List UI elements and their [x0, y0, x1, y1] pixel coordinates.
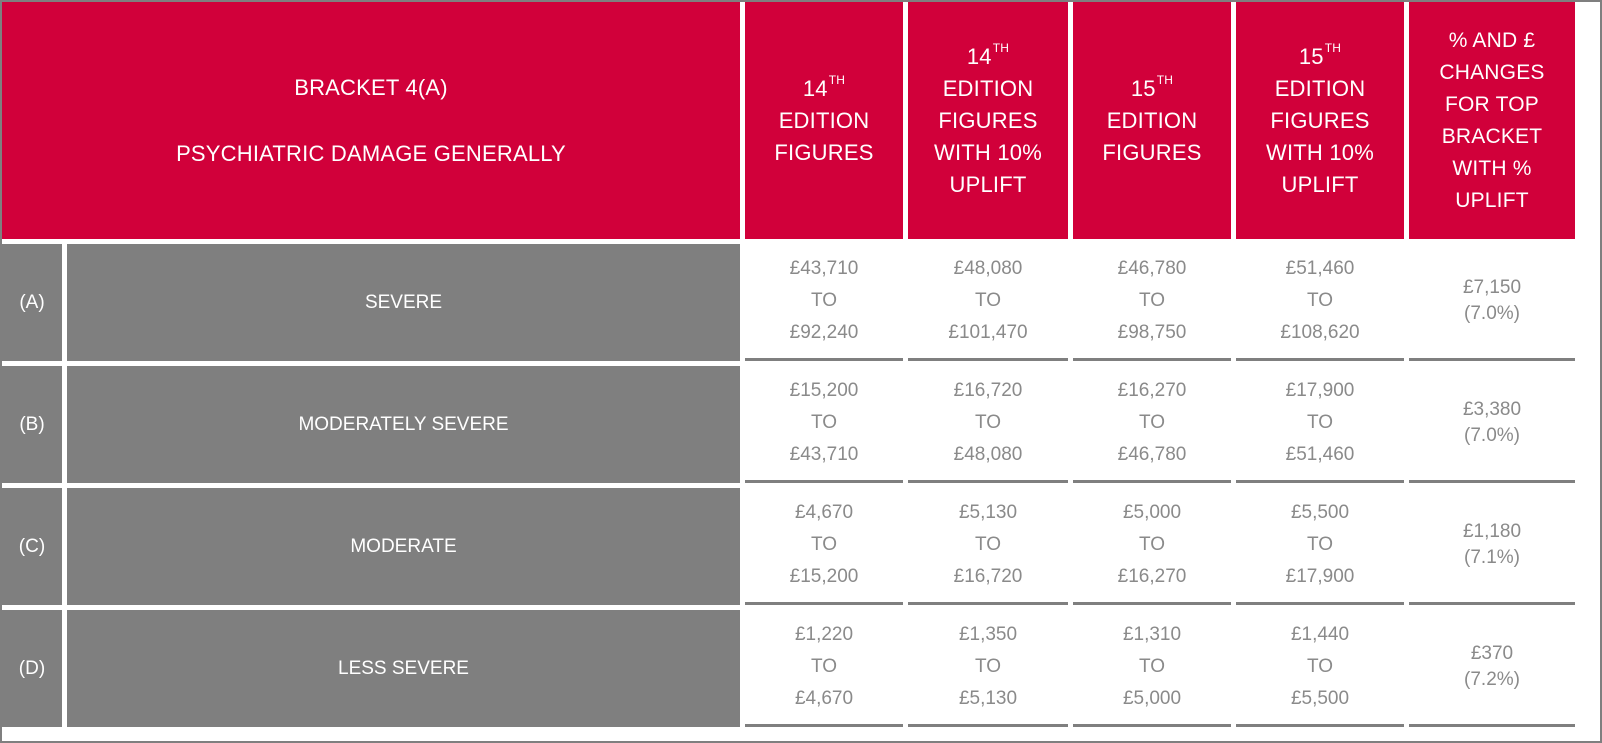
row-letter: (D)	[2, 610, 62, 727]
row-letter: (C)	[2, 488, 62, 605]
col-header-changes: % AND £ CHANGES FOR TOP BRACKET WITH % U…	[1409, 2, 1575, 239]
range-cell: £51,460 TO £108,620	[1236, 244, 1404, 361]
col-header-line: CHANGES	[1439, 60, 1545, 84]
change-cell: £1,180 (7.1%)	[1409, 488, 1575, 605]
col-header-line: UPLIFT	[1455, 188, 1529, 212]
range-cell: £48,080 TO £101,470	[908, 244, 1068, 361]
col-header-edition-number: 15TH	[1130, 73, 1174, 101]
col-header-15th-uplift: 15TH EDITION FIGURES WITH 10% UPLIFT	[1236, 2, 1404, 239]
row-label: MODERATE	[67, 488, 740, 605]
col-header-edition-number: 15TH	[1298, 41, 1342, 69]
range-cell: £4,670 TO £15,200	[745, 488, 903, 605]
range-cell: £15,200 TO £43,710	[745, 366, 903, 483]
col-header-line: WITH %	[1452, 156, 1532, 180]
range-cell: £16,270 TO £46,780	[1073, 366, 1231, 483]
row-label: MODERATELY SEVERE	[67, 366, 740, 483]
range-cell: £5,500 TO £17,900	[1236, 488, 1404, 605]
bracket-subtitle: PSYCHIATRIC DAMAGE GENERALLY	[176, 140, 566, 166]
row-label: LESS SEVERE	[67, 610, 740, 727]
col-header-line: EDITION	[942, 75, 1034, 101]
range-cell: £1,440 TO £5,500	[1236, 610, 1404, 727]
col-header-edition-number: 14TH	[802, 73, 846, 101]
change-cell: £7,150 (7.0%)	[1409, 244, 1575, 361]
range-cell: £5,130 TO £16,720	[908, 488, 1068, 605]
row-letter: (B)	[2, 366, 62, 483]
col-header-line: FIGURES	[1102, 139, 1202, 165]
col-header-line: UPLIFT	[949, 171, 1027, 197]
col-header-line: EDITION	[1106, 107, 1198, 133]
range-cell: £1,310 TO £5,000	[1073, 610, 1231, 727]
bracket-header: BRACKET 4(A) PSYCHIATRIC DAMAGE GENERALL…	[2, 2, 740, 239]
row-label: SEVERE	[67, 244, 740, 361]
range-cell: £17,900 TO £51,460	[1236, 366, 1404, 483]
range-cell: £1,350 TO £5,130	[908, 610, 1068, 727]
col-header-line: FIGURES	[774, 139, 874, 165]
col-header-line: % AND £	[1448, 28, 1536, 52]
col-header-14th-uplift: 14TH EDITION FIGURES WITH 10% UPLIFT	[908, 2, 1068, 239]
bracket-title: BRACKET 4(A)	[294, 74, 448, 100]
col-header-line: BRACKET	[1441, 124, 1543, 148]
range-cell: £5,000 TO £16,270	[1073, 488, 1231, 605]
range-cell: £16,720 TO £48,080	[908, 366, 1068, 483]
range-cell: £46,780 TO £98,750	[1073, 244, 1231, 361]
col-header-line: FOR TOP	[1445, 92, 1539, 116]
col-header-line: FIGURES	[1270, 107, 1370, 133]
col-header-edition-number: 14TH	[966, 41, 1010, 69]
col-header-15th-figures: 15TH EDITION FIGURES	[1073, 2, 1231, 239]
col-header-line: EDITION	[778, 107, 870, 133]
range-cell: £43,710 TO £92,240	[745, 244, 903, 361]
col-header-line: WITH 10%	[934, 139, 1042, 165]
row-letter: (A)	[2, 244, 62, 361]
col-header-14th-figures: 14TH EDITION FIGURES	[745, 2, 903, 239]
col-header-line: WITH 10%	[1266, 139, 1374, 165]
range-cell: £1,220 TO £4,670	[745, 610, 903, 727]
col-header-line: EDITION	[1274, 75, 1366, 101]
change-cell: £3,380 (7.0%)	[1409, 366, 1575, 483]
col-header-line: UPLIFT	[1281, 171, 1359, 197]
col-header-line: FIGURES	[938, 107, 1038, 133]
change-cell: £370 (7.2%)	[1409, 610, 1575, 727]
